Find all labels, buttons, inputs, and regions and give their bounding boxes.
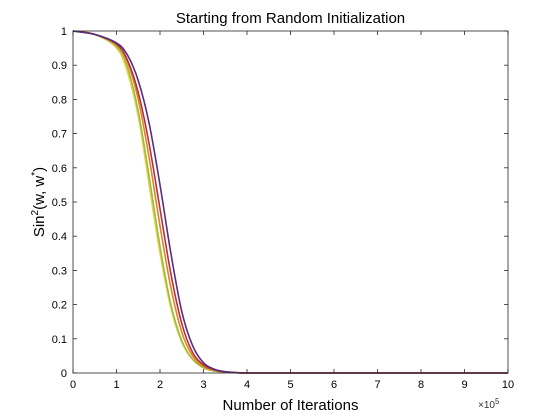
y-label-end: ) bbox=[31, 167, 48, 172]
y-axis-label: Sin2(w, w*) bbox=[30, 167, 48, 237]
x-tick-label: 8 bbox=[418, 379, 424, 391]
y-label-rest: (w, w bbox=[31, 176, 48, 210]
x-tick-label: 9 bbox=[461, 379, 467, 391]
y-tick-label: 0.2 bbox=[52, 300, 67, 312]
x-axis-multiplier: ×105 bbox=[478, 397, 500, 411]
x-axis: 0 1 2 3 4 5 6 7 8 9 10 bbox=[70, 31, 514, 391]
y-tick-label: 0.6 bbox=[52, 163, 67, 175]
y-tick-label: 0.1 bbox=[52, 334, 67, 346]
y-tick-label: 0.3 bbox=[52, 265, 67, 277]
plot-area bbox=[73, 31, 508, 373]
x-tick-label: 5 bbox=[287, 379, 293, 391]
y-tick-label: 0.8 bbox=[52, 94, 67, 106]
y-label-base: Sin bbox=[31, 215, 48, 237]
y-tick-label: 1 bbox=[61, 26, 67, 38]
x-tick-label: 6 bbox=[331, 379, 337, 391]
y-axis: 0 0.1 0.2 0.3 0.4 0.5 0.6 0.7 0.8 0.9 1 bbox=[52, 26, 508, 380]
x-tick-label: 7 bbox=[374, 379, 380, 391]
x-tick-label: 0 bbox=[70, 379, 76, 391]
x-multiplier-exp: 5 bbox=[495, 397, 500, 406]
y-tick-label: 0.7 bbox=[52, 129, 67, 141]
y-tick-label: 0.5 bbox=[52, 197, 67, 209]
y-label-sup: 2 bbox=[30, 209, 41, 215]
y-label-sup2: * bbox=[30, 172, 41, 176]
x-multiplier-base: ×10 bbox=[478, 400, 495, 411]
x-tick-label: 10 bbox=[502, 379, 514, 391]
x-tick-label: 1 bbox=[113, 379, 119, 391]
x-tick-label: 4 bbox=[244, 379, 250, 391]
x-axis-label: Number of Iterations bbox=[223, 397, 359, 414]
chart-title: Starting from Random Initialization bbox=[176, 10, 405, 27]
x-tick-label: 3 bbox=[200, 379, 206, 391]
y-tick-label: 0.4 bbox=[52, 231, 67, 243]
y-tick-label: 0.9 bbox=[52, 60, 67, 72]
y-tick-label: 0 bbox=[61, 368, 67, 380]
x-tick-label: 2 bbox=[157, 379, 163, 391]
